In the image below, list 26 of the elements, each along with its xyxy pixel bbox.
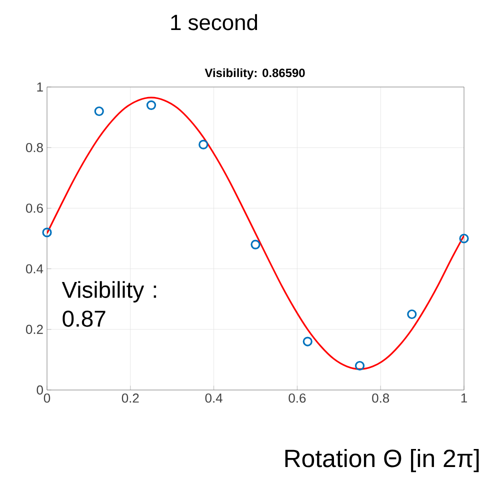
- point: [250, 240, 260, 250]
- point: [42, 228, 52, 238]
- y-tick-label: 0: [36, 385, 43, 395]
- point: [407, 309, 417, 320]
- y-tick-label: 0.2: [26, 324, 43, 334]
- point: [302, 336, 312, 346]
- annotation: Visibility : 0.87: [62, 281, 156, 327]
- point: [354, 360, 365, 371]
- x-tick-label: 0.4: [205, 394, 222, 403]
- x-tick-label: 0: [44, 394, 50, 403]
- x-tick-label: 1: [461, 394, 467, 402]
- chart-subtitle: Visibility: 0.86590: [204, 68, 305, 80]
- point: [198, 140, 208, 150]
- x-tick-label: 0.6: [288, 394, 306, 403]
- point: [459, 234, 469, 244]
- y-tick-label: 1: [37, 82, 43, 92]
- chart-title: 1 second: [171, 14, 258, 30]
- x-tick-label: 0.8: [372, 394, 390, 403]
- y-tick-label: 0.6: [26, 204, 43, 213]
- point: [146, 100, 156, 110]
- y-tick-label: 0.8: [26, 143, 43, 152]
- point: [94, 106, 104, 116]
- x-tick-label: 0.2: [122, 394, 139, 403]
- y-tick-label: 0.4: [26, 264, 44, 274]
- line-series: [47, 96, 464, 370]
- x-axis-title: Rotation Θ [in 2π]: [285, 448, 479, 472]
